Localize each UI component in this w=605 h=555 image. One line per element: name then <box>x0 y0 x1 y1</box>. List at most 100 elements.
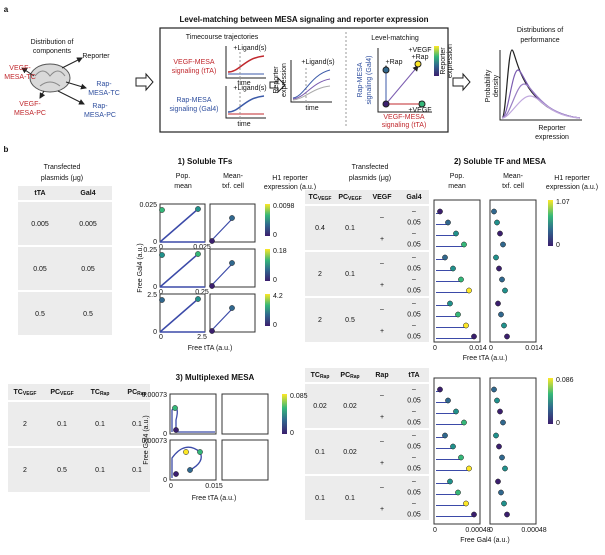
dot <box>461 419 467 426</box>
table-cell: – <box>380 438 384 445</box>
label: 4.2 <box>273 293 283 300</box>
dot <box>455 311 461 318</box>
dot <box>497 408 503 415</box>
label: H1 reporter <box>554 175 590 182</box>
trajectory <box>171 407 215 433</box>
label: 0.014 <box>525 345 543 352</box>
label: 0 <box>489 527 493 534</box>
dot <box>496 265 502 272</box>
header-sub: Rap <box>100 391 109 397</box>
colorbar <box>265 249 270 281</box>
header-main: TC <box>14 389 23 396</box>
dot <box>471 511 477 518</box>
trajectory <box>159 298 199 333</box>
label: Timecourse trajectories <box>186 34 259 41</box>
column-header: Gal4 <box>406 194 421 201</box>
table-cell: 0.02 <box>313 403 327 410</box>
table-cell: 0.05 <box>407 511 421 518</box>
table-cell: + <box>380 506 384 513</box>
table-cell: 0.05 <box>407 311 421 318</box>
label: 0.014 <box>469 345 487 352</box>
table-cell: 0.05 <box>33 266 47 273</box>
label: expression (a.u.) <box>546 184 598 191</box>
table-cell: – <box>412 208 416 215</box>
label: 0 <box>556 242 560 249</box>
label: 0 <box>153 239 157 246</box>
table-cell: 0.1 <box>315 449 325 456</box>
label: expression <box>447 44 454 78</box>
header-main: TC <box>309 194 318 201</box>
label: Free tTA (a.u.) <box>188 345 233 352</box>
trajectory <box>159 208 199 243</box>
dot <box>450 443 456 450</box>
column-header: tTA <box>34 190 45 197</box>
shape <box>209 203 256 243</box>
label: 0 <box>273 232 277 239</box>
table-cell: – <box>380 484 384 491</box>
label: Free tTA (a.u.) <box>463 355 508 362</box>
table-cell: 0.1 <box>57 421 67 428</box>
table-cell: + <box>380 328 384 335</box>
label: Distributions of <box>517 27 563 34</box>
dot <box>495 478 501 485</box>
label: VEGF-MESA <box>173 59 215 66</box>
label: Reporter <box>440 47 447 75</box>
dot <box>173 427 179 433</box>
dot <box>500 241 506 248</box>
dot <box>183 449 189 455</box>
label: 0 <box>159 244 163 251</box>
table-cell: – <box>412 500 416 507</box>
dot <box>499 454 505 461</box>
table-cell: – <box>412 386 416 393</box>
label: performance <box>520 37 559 44</box>
table-cell: 2 <box>318 317 322 324</box>
label: 0.085 <box>290 393 308 400</box>
dot <box>209 238 215 244</box>
dot <box>461 241 467 248</box>
dot <box>450 265 456 272</box>
dot <box>209 328 215 334</box>
label: time <box>305 105 318 112</box>
label: components <box>33 48 72 55</box>
table-cell: 0.05 <box>407 397 421 404</box>
label: VEGF- <box>9 65 31 72</box>
colorbar <box>265 294 270 326</box>
table-cell: 0.05 <box>407 265 421 272</box>
dot <box>491 208 497 215</box>
label: mean <box>174 183 192 190</box>
column-header: TCVEGF <box>14 389 37 397</box>
shape <box>489 199 537 343</box>
label: Rap- <box>96 81 112 88</box>
table-cell: 0.1 <box>315 495 325 502</box>
header-main: PC <box>340 372 350 379</box>
shape <box>489 377 537 525</box>
label: time <box>237 80 250 87</box>
column-header: PCRap <box>340 372 359 380</box>
table-cell: 2 <box>23 421 27 428</box>
table-cell: – <box>412 432 416 439</box>
label: Free Gal4 (a.u.) <box>137 243 144 292</box>
shape <box>305 190 429 204</box>
shape <box>221 439 269 481</box>
label: Distribution of <box>31 39 74 46</box>
label: VEGF-MESA <box>383 114 425 121</box>
header-main: PC <box>338 194 348 201</box>
label: txf. cell <box>502 183 524 190</box>
shape <box>8 402 150 446</box>
table-cell: – <box>380 214 384 221</box>
label: Pop. <box>450 173 464 180</box>
label: Probability <box>485 69 492 102</box>
table-cell: 0.02 <box>343 403 357 410</box>
shape <box>18 292 112 335</box>
label: Rap- <box>92 103 108 110</box>
label: signaling (Gal4) <box>169 106 218 113</box>
table-cell: – <box>412 408 416 415</box>
header-sub: Rap <box>137 391 146 397</box>
table-cell: 0.05 <box>407 489 421 496</box>
table-cell: 0.05 <box>81 266 95 273</box>
header-sub: Rap <box>350 374 359 380</box>
dot <box>491 386 497 393</box>
label: 0.25 <box>195 289 209 296</box>
dot <box>495 300 501 307</box>
